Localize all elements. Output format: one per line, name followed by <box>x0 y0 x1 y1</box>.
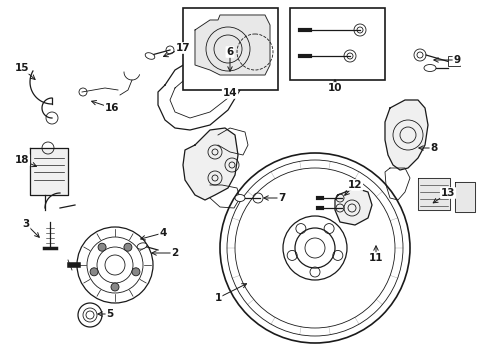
Text: 15: 15 <box>15 63 29 73</box>
Bar <box>183 8 278 90</box>
Text: 16: 16 <box>105 103 119 113</box>
Text: 1: 1 <box>215 293 221 303</box>
Circle shape <box>132 268 140 276</box>
Ellipse shape <box>145 53 155 59</box>
Bar <box>448 56 460 66</box>
Polygon shape <box>385 100 428 170</box>
Text: 14: 14 <box>222 88 237 98</box>
Text: 4: 4 <box>159 228 167 238</box>
Circle shape <box>111 283 119 291</box>
Circle shape <box>90 268 98 276</box>
Text: 12: 12 <box>348 180 362 190</box>
Circle shape <box>124 243 132 251</box>
Circle shape <box>98 243 106 251</box>
Polygon shape <box>335 188 372 225</box>
Polygon shape <box>418 178 450 210</box>
Text: 13: 13 <box>441 188 455 198</box>
Text: 17: 17 <box>176 43 190 53</box>
Text: 3: 3 <box>23 219 29 229</box>
Text: 7: 7 <box>278 193 286 203</box>
Text: 18: 18 <box>15 155 29 165</box>
Text: 9: 9 <box>453 55 461 65</box>
Text: 6: 6 <box>226 47 234 57</box>
Ellipse shape <box>424 64 436 72</box>
Text: 5: 5 <box>106 309 114 319</box>
Text: 10: 10 <box>328 83 342 93</box>
Polygon shape <box>183 128 238 200</box>
Text: 8: 8 <box>430 143 438 153</box>
Polygon shape <box>455 182 475 212</box>
Ellipse shape <box>235 194 245 202</box>
Bar <box>290 8 385 80</box>
Ellipse shape <box>137 243 147 249</box>
Text: 2: 2 <box>172 248 179 258</box>
Text: 11: 11 <box>369 253 383 263</box>
Polygon shape <box>30 148 68 195</box>
Polygon shape <box>195 15 270 75</box>
